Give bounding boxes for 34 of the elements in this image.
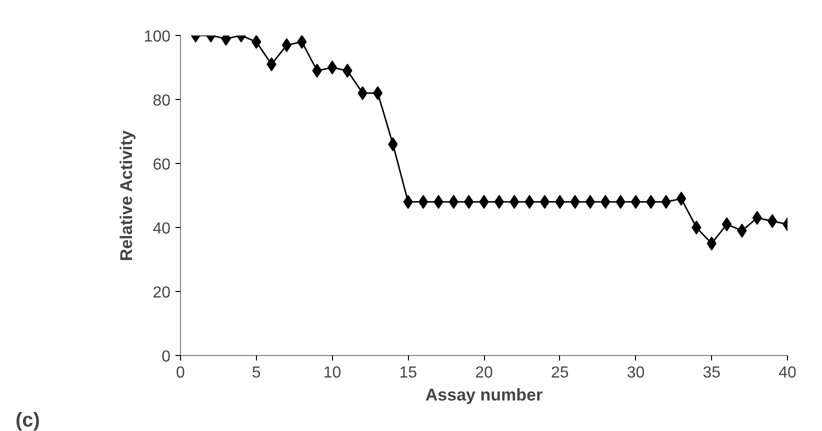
x-tick-label: 40 xyxy=(778,364,796,382)
point xyxy=(706,236,716,250)
x-tick-label: 10 xyxy=(323,364,342,382)
y-tick-label: 100 xyxy=(144,28,171,46)
y-tick-label: 80 xyxy=(152,92,171,110)
point xyxy=(676,192,686,206)
x-tick-label: 25 xyxy=(550,364,569,382)
y-tick-label: 20 xyxy=(152,284,171,302)
point xyxy=(327,60,338,74)
point xyxy=(630,194,641,209)
text: (c) xyxy=(16,410,40,431)
x-axis-title: Assay number xyxy=(425,386,543,404)
x-tick-label: 5 xyxy=(252,364,261,382)
y-tick-label: 0 xyxy=(162,348,171,366)
x-tick-label: 0 xyxy=(176,364,186,382)
point xyxy=(722,217,732,232)
point xyxy=(418,194,428,209)
point xyxy=(767,214,778,228)
point xyxy=(692,220,702,234)
point xyxy=(540,194,550,209)
point xyxy=(585,194,596,209)
x-tick-label: 35 xyxy=(702,364,721,382)
y-tick-label: 60 xyxy=(152,156,171,174)
point xyxy=(297,36,307,49)
x-tick-label: 30 xyxy=(626,364,645,382)
point xyxy=(464,194,474,209)
point xyxy=(494,194,504,209)
y-axis-title: Relative Activity xyxy=(116,130,136,262)
x-tick-label: 15 xyxy=(399,364,418,382)
point xyxy=(252,36,262,49)
x-tick-label: 20 xyxy=(475,364,493,382)
y-tick-label: 40 xyxy=(152,220,171,238)
point xyxy=(372,86,383,100)
point xyxy=(282,38,292,52)
